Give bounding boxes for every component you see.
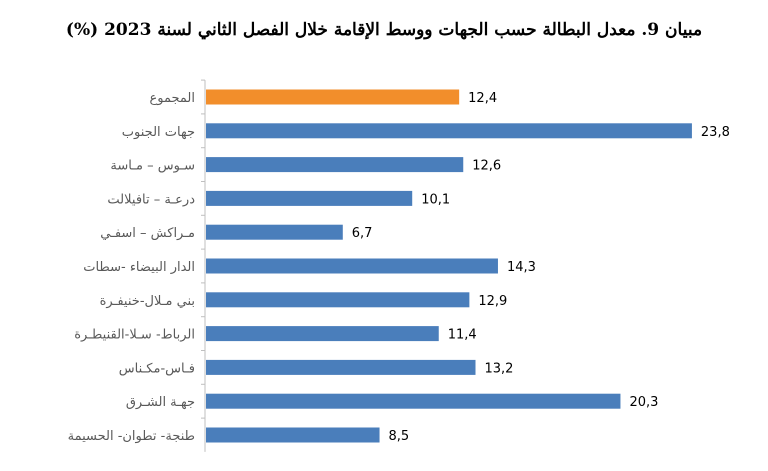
category-label: مـراكش – اسفـي (100, 226, 195, 241)
bar-3 (206, 190, 413, 206)
category-label: المجموع (150, 91, 195, 106)
bar-7 (206, 326, 439, 342)
category-label: الرباط- سـلا-القنيطـرة (74, 328, 195, 343)
category-label: جهات الجنوب (122, 125, 195, 140)
category-label: بني مـلال-خنيفـرة (100, 294, 195, 309)
value-label: 14,3 (507, 260, 536, 275)
category-label: فـاس-مكـناس (119, 361, 195, 376)
category-label: الدار البيضاء -سطات (83, 260, 195, 275)
value-label: 12,6 (472, 159, 501, 174)
bar-4 (206, 224, 343, 240)
value-label: 10,1 (421, 192, 450, 207)
bar-0 (206, 89, 460, 105)
category-label: طنجة- تطوان- الحسيمة (68, 429, 195, 444)
bar-2 (206, 157, 464, 173)
bar-1 (206, 123, 692, 139)
value-label: 6,7 (352, 226, 373, 241)
bar-10 (206, 427, 380, 443)
value-label: 12,9 (478, 294, 507, 309)
value-label: 23,8 (701, 125, 730, 140)
value-label: 13,2 (485, 361, 514, 376)
bar-6 (206, 292, 470, 308)
value-label: 12,4 (468, 91, 497, 106)
value-label: 8,5 (389, 429, 410, 444)
chart-title: مبيان 9. معدل البطالة حسب الجهات ووسط ال… (65, 20, 703, 40)
bar-8 (206, 359, 476, 375)
value-label: 11,4 (448, 328, 477, 343)
value-label: 20,3 (629, 395, 658, 410)
category-label: سـوس – مـاسة (110, 159, 195, 174)
bar-9 (206, 393, 621, 409)
category-label: درعـة – تافيلالت (107, 192, 195, 207)
bar-5 (206, 258, 498, 274)
category-label: جهـة الشـرق (126, 395, 195, 410)
